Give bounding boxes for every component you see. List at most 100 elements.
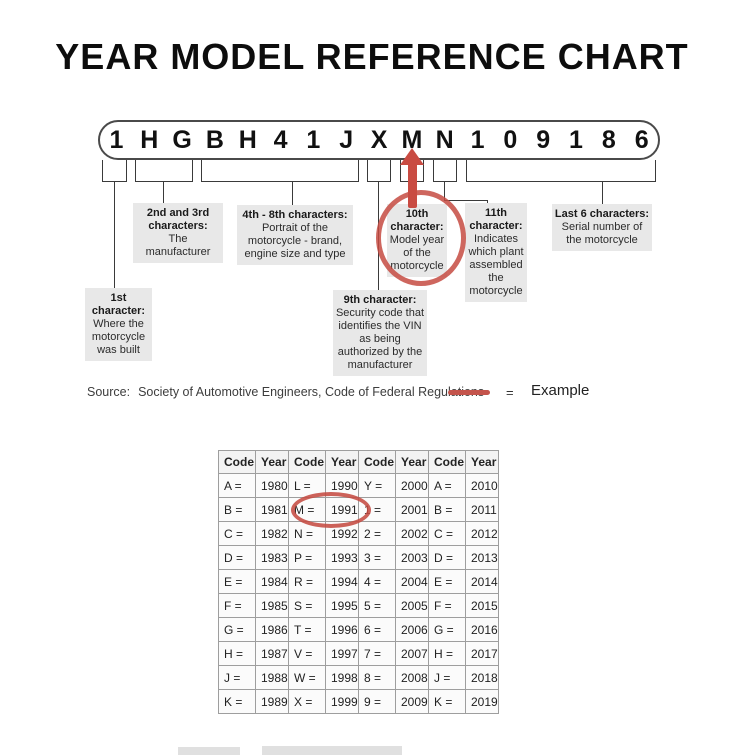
vin-character: 1 (569, 126, 583, 154)
callout-header: 1st character: (91, 292, 146, 317)
year-code-cell: D = (428, 545, 466, 570)
year-value-cell: 2013 (465, 545, 499, 570)
callout-4th-8th-characters: 4th - 8th characters: Portrait of the mo… (237, 205, 353, 265)
year-table-header-cell: Year (465, 450, 499, 474)
year-table-header-cell: Year (325, 450, 359, 474)
year-code-cell: G = (218, 617, 256, 642)
year-value-cell: 2008 (395, 665, 429, 690)
year-code-cell: S = (288, 593, 326, 618)
callout-header: 2nd and 3rd characters: (146, 207, 210, 232)
vin-character: 9 (536, 126, 551, 154)
year-table-row: E = 1984 R = 1994 4 = 2004 E = 2014 (218, 569, 499, 594)
callout-last-6-characters: Last 6 characters: Serial number of the … (552, 204, 652, 251)
year-value-cell: 2011 (465, 497, 499, 522)
vin-character: 1 (109, 126, 124, 154)
callout-header: 9th character: (343, 294, 417, 306)
example-arrow-up-icon (400, 148, 424, 165)
bracket-chars-4-8 (201, 160, 359, 182)
example-circle-m-1991 (291, 492, 371, 528)
callout-header: 4th - 8th characters: (242, 209, 348, 221)
bracket-char-11 (433, 160, 457, 182)
year-value-cell: 2009 (395, 689, 429, 714)
year-code-cell: V = (288, 641, 326, 666)
year-code-cell: P = (288, 545, 326, 570)
year-code-cell: N = (288, 521, 326, 546)
vin-character: 4 (273, 126, 288, 154)
year-code-cell: 6 = (358, 617, 396, 642)
connector-char-11-across (444, 200, 488, 201)
connector-char-11-drop (487, 200, 488, 204)
year-value-cell: 1994 (325, 569, 359, 594)
bracket-char-9 (367, 160, 391, 182)
legend-equals-sign: = (506, 385, 514, 400)
year-value-cell: 2016 (465, 617, 499, 642)
year-value-cell: 1989 (255, 689, 289, 714)
year-code-cell: E = (428, 569, 466, 594)
legend-example-label: Example (531, 382, 590, 399)
callout-body: Serial number of the motorcycle (561, 221, 643, 246)
vin-character: 6 (634, 126, 649, 154)
year-value-cell: 1985 (255, 593, 289, 618)
year-code-cell: H = (428, 641, 466, 666)
year-code-cell: Y = (358, 473, 396, 498)
source-text: Society of Automotive Engineers, Code of… (138, 385, 485, 399)
year-value-cell: 1983 (255, 545, 289, 570)
year-value-cell: 1997 (325, 641, 359, 666)
year-code-cell: K = (428, 689, 466, 714)
callout-9th-character: 9th character: Security code that identi… (333, 290, 427, 376)
callout-body: Indicates which plant assembled the moto… (468, 233, 524, 297)
year-value-cell: 2000 (395, 473, 429, 498)
vin-character: H (238, 126, 257, 154)
year-table-header-cell: Year (255, 450, 289, 474)
year-value-cell: 1981 (255, 497, 289, 522)
year-value-cell: 1986 (255, 617, 289, 642)
vin-character: 1 (470, 126, 485, 154)
year-value-cell: 2003 (395, 545, 429, 570)
year-code-cell: W = (288, 665, 326, 690)
year-code-cell: H = (218, 641, 256, 666)
year-table-row: F = 1985 S = 1995 5 = 2005 F = 2015 (218, 593, 499, 618)
year-table-header-cell: Code (428, 450, 466, 474)
year-code-cell: 8 = (358, 665, 396, 690)
year-code-cell: A = (218, 473, 256, 498)
year-code-cell: J = (218, 665, 256, 690)
callout-11th-character: 11th character: Indicates which plant as… (465, 203, 527, 302)
vin-character: B (205, 126, 224, 154)
year-code-cell: C = (218, 521, 256, 546)
year-value-cell: 2004 (395, 569, 429, 594)
year-table-row: G = 1986 T = 1996 6 = 2006 G = 2016 (218, 617, 499, 642)
year-table-body: A = 1980 L = 1990 Y = 2000 A = 2010 B = 1981 M = 19… (218, 473, 499, 714)
year-code-cell: K = (218, 689, 256, 714)
connector-char-11-down (444, 182, 445, 200)
year-code-table: Code Year Code Year Code Year Code Year A = 1980… (218, 450, 499, 714)
year-value-cell: 1998 (325, 665, 359, 690)
callout-2nd-3rd-characters: 2nd and 3rd characters: The manufacturer (133, 203, 223, 263)
year-value-cell: 2019 (465, 689, 499, 714)
year-code-cell: J = (428, 665, 466, 690)
cropped-content-fragment (262, 746, 402, 755)
callout-header: 11th character: (469, 207, 523, 232)
year-value-cell: 2012 (465, 521, 499, 546)
year-code-cell: L = (288, 473, 326, 498)
year-code-cell: 5 = (358, 593, 396, 618)
source-label: Source: (87, 385, 131, 399)
page-title: YEAR MODEL REFERENCE CHART (55, 36, 689, 77)
year-code-cell: G = (428, 617, 466, 642)
year-table-row: J = 1988 W = 1998 8 = 2008 J = 2018 (218, 665, 499, 690)
year-value-cell: 2015 (465, 593, 499, 618)
year-table-header-row: Code Year Code Year Code Year Code Year (218, 450, 499, 474)
year-code-cell: E = (218, 569, 256, 594)
year-value-cell: 2010 (465, 473, 499, 498)
vin-character: 8 (601, 126, 616, 154)
year-value-cell: 2002 (395, 521, 429, 546)
year-value-cell: 1982 (255, 521, 289, 546)
year-code-cell: 3 = (358, 545, 396, 570)
year-code-cell: T = (288, 617, 326, 642)
bracket-chars-2-3 (135, 160, 193, 182)
source-line: Source: Society of Automotive Engineers, … (87, 385, 707, 399)
year-table-row: A = 1980 L = 1990 Y = 2000 A = 2010 (218, 473, 499, 498)
connector-last-6 (602, 182, 603, 204)
year-table-header-cell: Year (395, 450, 429, 474)
year-code-cell: A = (428, 473, 466, 498)
